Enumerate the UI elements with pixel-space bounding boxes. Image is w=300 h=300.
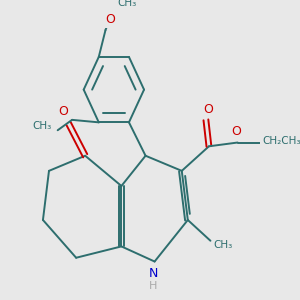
Text: O: O bbox=[203, 103, 213, 116]
Text: O: O bbox=[105, 13, 115, 26]
Text: O: O bbox=[59, 105, 68, 118]
Text: CH₃: CH₃ bbox=[32, 122, 52, 131]
Text: CH₂CH₃: CH₂CH₃ bbox=[262, 136, 300, 146]
Text: CH₃: CH₃ bbox=[214, 240, 233, 250]
Text: H: H bbox=[149, 281, 157, 291]
Text: CH₃: CH₃ bbox=[118, 0, 137, 8]
Text: O: O bbox=[56, 106, 66, 120]
Text: N: N bbox=[148, 267, 158, 280]
Text: O: O bbox=[231, 125, 241, 138]
